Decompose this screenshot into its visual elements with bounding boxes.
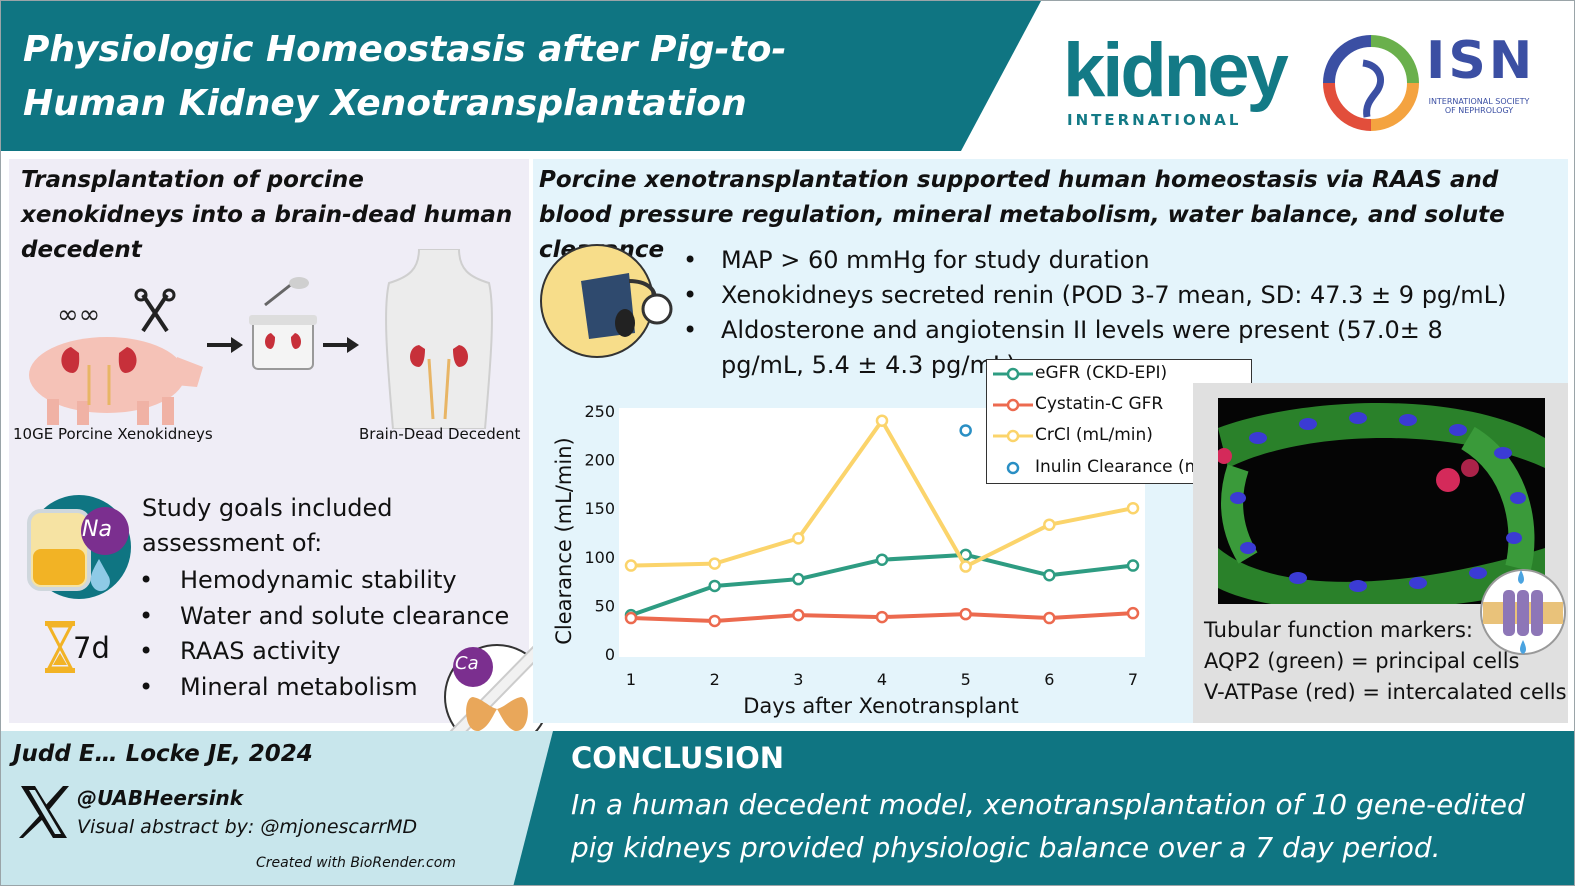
chart-data-point bbox=[959, 607, 972, 621]
chart-data-point bbox=[792, 572, 805, 586]
isn-logo-icon bbox=[1323, 35, 1419, 131]
chart-y-tick-label: 150 bbox=[584, 499, 615, 518]
marker-item: AQP2 (green) = principal cells bbox=[1204, 649, 1520, 673]
goal-item: RAAS activity bbox=[139, 634, 509, 670]
legend-label: Cystatin-C GFR bbox=[1035, 394, 1164, 414]
chart-y-axis-label: Clearance (mL/min) bbox=[552, 437, 576, 644]
chart-data-point bbox=[1126, 559, 1140, 572]
legend-marker-egfr bbox=[993, 367, 1033, 381]
isn-logo-text: ISN bbox=[1426, 31, 1536, 91]
marker-item: V-ATPase (red) = intercalated cells bbox=[1204, 680, 1567, 704]
conclusion-band bbox=[513, 731, 1574, 885]
chart-series bbox=[624, 414, 1140, 628]
chart-data-point bbox=[1043, 611, 1056, 625]
chart-x-tick-label: 2 bbox=[710, 670, 720, 689]
x-logo-icon bbox=[19, 786, 69, 838]
chart-data-point bbox=[875, 414, 889, 427]
chart-data-point bbox=[708, 579, 721, 593]
markers-title: Tubular function markers: bbox=[1204, 618, 1474, 642]
chart-x-tick-label: 3 bbox=[793, 670, 803, 689]
calcium-label: Ca bbox=[455, 653, 479, 674]
goal-item: Water and solute clearance bbox=[139, 599, 509, 635]
legend-item-cystatin: Cystatin-C GFR bbox=[993, 393, 1243, 417]
chart-x-tick-label: 6 bbox=[1044, 670, 1054, 689]
chart-data-point bbox=[959, 560, 972, 573]
sodium-label: Na bbox=[82, 517, 112, 542]
conclusion-text: In a human decedent model, xenotransplan… bbox=[571, 788, 1525, 864]
finding-item: MAP > 60 mmHg for study duration bbox=[683, 243, 1533, 278]
chart-data-point bbox=[624, 559, 638, 572]
kidney-international-logo: kidney bbox=[1063, 28, 1289, 113]
chart-data-point bbox=[708, 614, 721, 628]
footer-credits-band bbox=[1, 731, 561, 885]
chart-y-tick-label: 200 bbox=[584, 451, 615, 470]
finding-item: Aldosterone and angiotensin II levels we… bbox=[683, 313, 1533, 383]
finding-item: Xenokidneys secreted renin (POD 3-7 mean… bbox=[683, 278, 1533, 313]
duration-label: 7d bbox=[73, 631, 110, 665]
chart-x-tick-label: 4 bbox=[877, 670, 887, 689]
conclusion-title: CONCLUSION bbox=[571, 741, 785, 775]
chart-x-tick-label: 7 bbox=[1128, 670, 1138, 689]
hourglass-icon bbox=[45, 621, 75, 673]
chart-x-tick-label: 1 bbox=[626, 670, 636, 689]
chart-data-point bbox=[1043, 518, 1056, 531]
goal-item: Hemodynamic stability bbox=[139, 563, 509, 599]
legend-marker-inulin bbox=[1006, 461, 1020, 475]
citation: Judd E… Locke JE, 2024 bbox=[13, 741, 313, 767]
chart-data-point bbox=[1043, 569, 1056, 582]
chart-x-axis-label: Days after Xenotransplant bbox=[743, 694, 1019, 718]
chart-data-point bbox=[792, 532, 805, 545]
chart-data-point bbox=[875, 610, 889, 624]
legend-label: eGFR (CKD-EPI) bbox=[1035, 363, 1168, 383]
header-band bbox=[1, 1, 1041, 151]
goals-intro: Study goals included assessment of: bbox=[142, 494, 393, 557]
water-channel-icon bbox=[1480, 569, 1566, 655]
caption-porcine-xenokidneys: 10GE Porcine Xenokidneys bbox=[13, 425, 213, 443]
tubular-markers: Tubular function markers: AQP2 (green) =… bbox=[1204, 615, 1567, 708]
svg-text:∞∞: ∞∞ bbox=[57, 300, 100, 330]
thyroid-calcium-icon bbox=[444, 639, 550, 750]
chart-data-point bbox=[959, 424, 972, 437]
chart-y-tick-label: 100 bbox=[584, 548, 615, 567]
chart-data-point bbox=[708, 557, 721, 570]
isn-logo-sub: INTERNATIONAL SOCIETY OF NEPHROLOGY bbox=[1428, 97, 1530, 115]
visual-abstract-credit: Visual abstract by: @mjonescarrMD bbox=[77, 816, 418, 838]
transport-box-icon bbox=[207, 277, 359, 370]
findings-list: MAP > 60 mmHg for study duration Xenokid… bbox=[683, 243, 1533, 383]
pig-illustration-icon: ∞∞ bbox=[29, 288, 203, 425]
left-heading: Transplantation of porcine xenokidneys i… bbox=[21, 167, 513, 263]
chart-x-tick-label: 5 bbox=[961, 670, 971, 689]
goal-item: Mineral metabolism bbox=[139, 670, 509, 706]
chart-data-point bbox=[792, 608, 805, 622]
legend-marker-cystatin bbox=[993, 398, 1033, 412]
legend-item-crcl: CrCl (mL/min) bbox=[993, 424, 1243, 448]
created-with-credit: Created with BioRender.com bbox=[256, 855, 456, 871]
chart-x-ticks: 1 2 3 4 5 6 7 bbox=[626, 670, 1138, 689]
legend-item-egfr: eGFR (CKD-EPI) bbox=[993, 362, 1243, 386]
blood-pressure-cuff-icon bbox=[540, 244, 673, 358]
goals-list: Hemodynamic stability Water and solute c… bbox=[139, 563, 509, 705]
kidney-international-logo-sub: INTERNATIONAL bbox=[1067, 111, 1242, 129]
microscopy-image bbox=[1218, 398, 1545, 604]
chart-y-tick-label: 50 bbox=[595, 596, 615, 615]
chart-data-point bbox=[624, 611, 638, 625]
page-title: Physiologic Homeostasis after Pig-to-Hum… bbox=[23, 29, 787, 124]
legend-label: CrCl (mL/min) bbox=[1035, 425, 1153, 445]
chart-data-point bbox=[1126, 501, 1140, 515]
iv-bag-sodium-icon bbox=[27, 495, 131, 599]
caption-brain-dead-decedent: Brain-Dead Decedent bbox=[359, 425, 521, 443]
chart-data-point bbox=[1126, 606, 1140, 620]
chart-y-tick-label: 250 bbox=[584, 402, 615, 421]
chart-y-tick-label: 0 bbox=[605, 645, 615, 664]
right-heading: Porcine xenotransplantation supported hu… bbox=[539, 167, 1505, 263]
chart-y-ticks: 0 50 100 150 200 250 bbox=[584, 402, 615, 664]
chart-data-point bbox=[875, 553, 889, 566]
left-panel: Transplantation of porcine xenokidneys i… bbox=[9, 159, 550, 750]
twitter-handle[interactable]: @UABHeersink bbox=[77, 786, 244, 810]
human-body-icon bbox=[385, 249, 493, 429]
legend-marker-crcl bbox=[993, 429, 1033, 443]
